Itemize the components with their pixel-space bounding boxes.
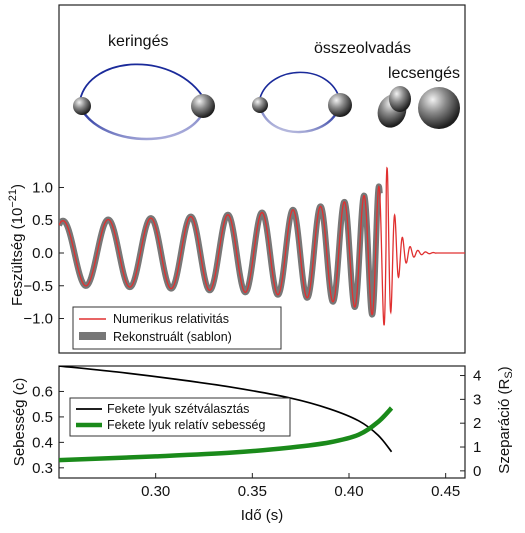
waveform-panel-frame (58, 4, 466, 354)
black-hole-2 (328, 93, 352, 117)
x-tick-label: 0.30 (141, 483, 170, 500)
dynamics-ticks: 0.6 0.5 0.4 0.3 4 3 2 1 0 0.30 0.35 0.40 0.45 (32, 368, 481, 500)
x-tick-label: 0.45 (431, 483, 460, 500)
black-hole-2 (191, 94, 215, 118)
final-black-hole (418, 87, 460, 129)
y-tick-label: 1.0 (32, 179, 53, 196)
legend-label-separation: Fekete lyuk szétválasztás (107, 402, 249, 416)
y-right-tick-label: 0 (473, 463, 481, 480)
y-tick-label: 0.0 (32, 245, 53, 262)
black-hole-1 (252, 97, 268, 113)
series-numerical-relativity (59, 166, 465, 326)
legend-swatch-template (79, 332, 106, 340)
orbit-illustration (73, 63, 215, 141)
dynamics-panel-frame (58, 365, 466, 479)
y-right-tick-label: 4 (473, 368, 481, 385)
series-velocity (59, 406, 394, 463)
ringdown-illustration (377, 86, 460, 129)
y-tick-label: 0.5 (32, 212, 53, 229)
y-left-tick-label: 0.5 (32, 409, 53, 426)
waveform-y-ticks: 1.0 0.5 0.0 −0.5 −1.0 (23, 179, 64, 328)
y-left-tick-label: 0.6 (32, 383, 53, 400)
y-right-tick-label: 3 (473, 391, 481, 408)
merger-illustration (252, 71, 352, 134)
y-left-tick-label: 0.4 (32, 434, 53, 451)
y-right-tick-label: 1 (473, 439, 481, 456)
legend-label-template: Rekonstruált (sablon) (113, 330, 232, 344)
x-tick-label: 0.40 (334, 483, 363, 500)
series-separation (59, 366, 393, 453)
y-left-tick-label: 0.3 (32, 460, 53, 477)
time-axis-label: Idő (s) (241, 507, 284, 524)
stage-label-ringdown: lecsengés (388, 65, 460, 82)
waveform-legend: Numerikus relativitás Rekonstruált (sabl… (72, 306, 282, 350)
waveform-y-axis-label: Feszültség (10−21) (7, 184, 26, 306)
dynamics-legend: Fekete lyuk szétválasztás Fekete lyuk re… (69, 397, 291, 437)
stage-label-orbit: keringés (108, 33, 168, 50)
x-tick-label: 0.35 (238, 483, 267, 500)
legend-label-numerical: Numerikus relativitás (113, 312, 229, 326)
legend-label-velocity: Fekete lyuk relatív sebesség (107, 418, 265, 432)
black-hole-1 (73, 97, 91, 115)
separation-axis-label: Szeparáció (RS) (496, 366, 515, 473)
y-tick-label: −0.5 (23, 278, 53, 295)
velocity-axis-label: Sebesség (c) (11, 378, 28, 466)
y-right-tick-label: 2 (473, 415, 481, 432)
y-tick-label: −1.0 (23, 311, 53, 328)
stage-label-merger: összeolvadás (314, 40, 411, 57)
